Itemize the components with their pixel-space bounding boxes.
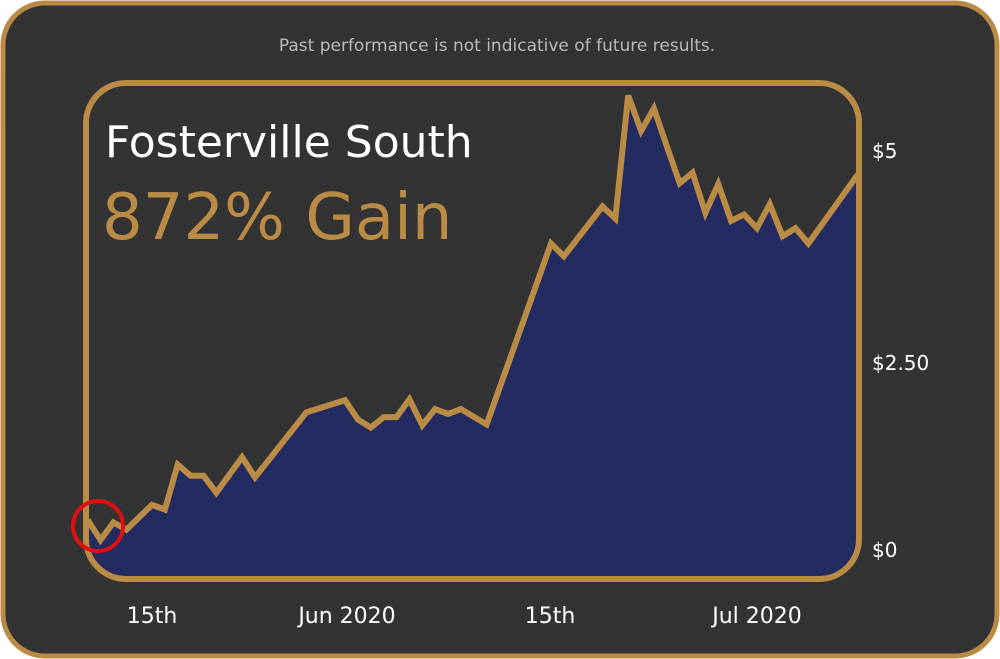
x-tick-label: Jul 2020: [710, 604, 802, 629]
gain-label: 872% Gain: [102, 181, 452, 255]
chart-title: Fosterville South: [105, 117, 473, 168]
x-axis: 15th Jun 2020 15th Jul 2020: [127, 604, 802, 629]
plot-area: [86, 94, 859, 579]
inner-frame: [83, 80, 862, 582]
disclaimer: Past performance is not indicative of fu…: [279, 36, 715, 56]
price-line: [86, 94, 859, 546]
x-tick-label: 15th: [127, 604, 178, 629]
x-tick-label: Jun 2020: [296, 604, 395, 629]
y-tick-label: $2.50: [872, 351, 929, 375]
y-tick-label: $5: [872, 139, 897, 163]
x-tick-label: 15th: [525, 604, 576, 629]
y-axis: $0 $2.50 $5: [872, 139, 929, 562]
area-fill: [86, 95, 859, 579]
highlight-circle: [71, 499, 125, 553]
y-tick-label: $0: [872, 538, 897, 562]
